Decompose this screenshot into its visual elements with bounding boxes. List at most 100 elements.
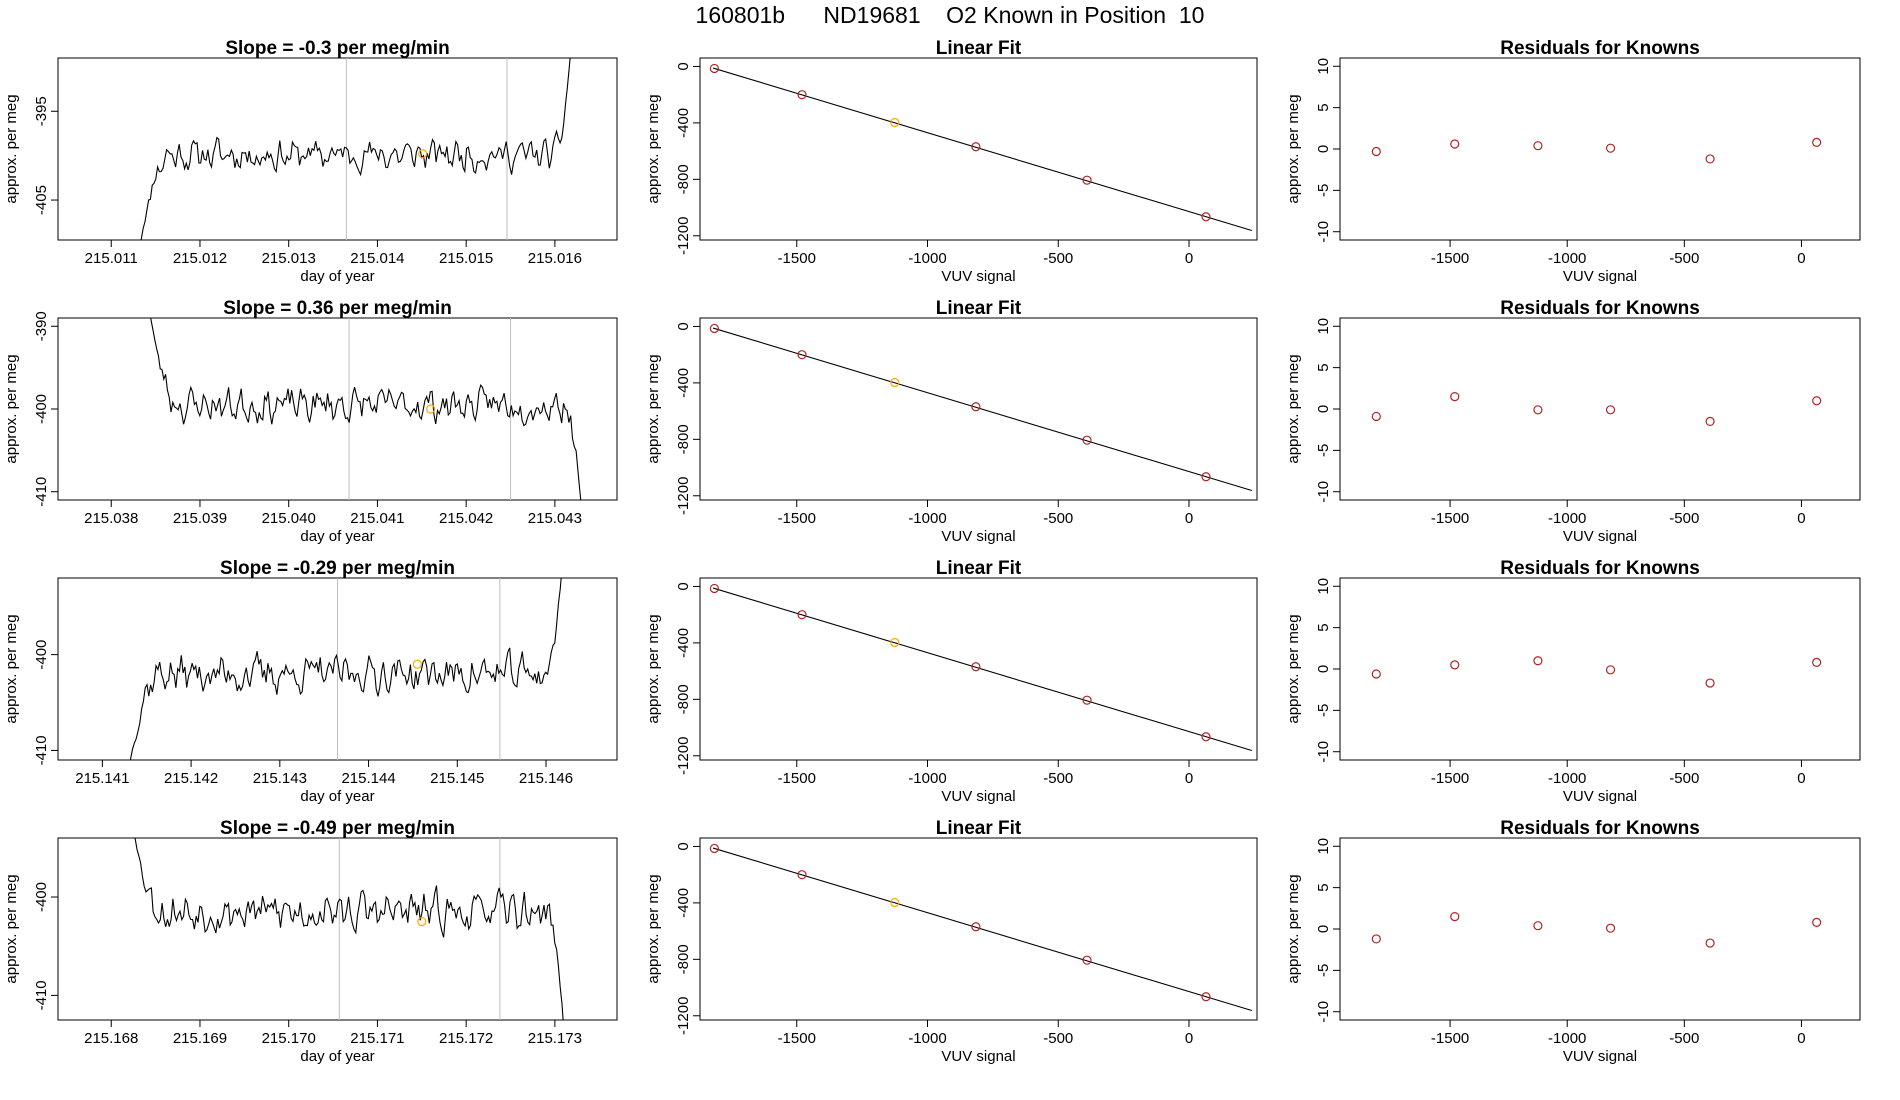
x-tick-label: 215.146 [519,770,573,787]
y-tick-label: -1200 [675,217,692,255]
data-series-line [134,838,564,1020]
panel-title: Slope = -0.29 per meg/min [220,558,455,579]
panel-title: Linear Fit [936,38,1022,59]
y-tick-label: -10 [1315,1001,1332,1023]
y-tick-label: 0 [675,62,692,70]
x-axis: -1500 -1000 -500 0 [1431,1020,1806,1047]
x-tick-label: -500 [1043,510,1073,527]
highlight-point [426,404,436,414]
data-point [1812,657,1822,667]
plot-area [134,838,564,1020]
plot-area [1371,656,1822,688]
x-tick-label: -1000 [908,770,946,787]
x-tick-label: -1000 [908,1030,946,1047]
x-tick-label: 215.012 [173,250,227,267]
plot-area [709,583,1252,752]
data-point [1450,139,1460,149]
data-point [709,583,719,594]
highlight-point [890,117,900,128]
x-axis-label: day of year [300,268,374,285]
x-tick-label: -1500 [1431,1030,1469,1047]
y-tick-label: -400 [33,640,50,670]
y-tick-label: -5 [1315,964,1332,977]
y-axis: -395 -405 [33,96,58,215]
panel-3-2: Linear Fit -1500 -1000 -500 0 VUV signal 0 -400… [645,558,1258,805]
x-tick-label: 215.041 [350,510,404,527]
fit-line [712,847,1252,1012]
y-tick-label: -400 [33,882,50,912]
y-axis-label: approx. per meg [1285,94,1302,203]
plot-frame [1339,57,1861,241]
plot-area [150,318,582,500]
x-axis: -1500 -1000 -500 0 [1431,760,1806,787]
highlight-point [890,897,900,908]
y-tick-label: -1200 [675,997,692,1035]
y-tick-label: -10 [1315,221,1332,243]
x-tick-label: -500 [1669,510,1699,527]
x-tick-label: -1000 [1548,1030,1586,1047]
data-point [709,843,719,854]
x-tick-label: 215.011 [85,250,138,267]
y-tick-label: 10 [1315,578,1332,595]
y-tick-label: 0 [675,322,692,330]
data-point [1450,911,1460,922]
y-tick-label: -390 [33,311,50,341]
panel-4-3: Residuals for Knowns -1500 -1000 -500 0 VUV s… [1285,818,1861,1065]
y-axis-label: approx. per meg [645,614,662,723]
x-axis: 215.011 215.012 215.013 215.014 215.015 215.0… [85,240,582,267]
x-axis: -1500 -1000 -500 0 [778,240,1193,267]
y-tick-label: -800 [675,684,692,714]
data-point [1605,143,1616,153]
x-tick-label: -1500 [778,1030,816,1047]
y-axis: 0 -400 -800 -1200 [675,322,700,515]
data-series-line [150,318,582,500]
y-axis-label: approx. per meg [645,94,662,203]
x-tick-label: -500 [1043,770,1073,787]
data-point [1533,141,1543,151]
x-tick-label: -500 [1669,770,1699,787]
data-point [1201,732,1211,742]
x-tick-label: -1000 [908,510,946,527]
y-axis-label: approx. per meg [3,94,20,203]
x-tick-label: 0 [1185,770,1193,787]
data-point [797,350,807,360]
plot-frame [57,317,618,501]
x-axis: 215.141 215.142 215.143 215.144 215.145 215.1… [75,760,573,787]
y-axis-label: approx. per meg [3,354,20,463]
x-tick-label: 215.143 [253,770,307,787]
y-axis: -390 -400 -410 [33,311,58,507]
plot-area [129,578,562,760]
panel-title: Residuals for Knowns [1500,38,1700,59]
x-axis-label: VUV signal [1563,528,1637,545]
data-point [1812,137,1822,147]
y-tick-label: -400 [675,888,692,918]
highlight-point [412,659,422,669]
x-tick-label: -1000 [1548,510,1586,527]
data-point [971,922,981,932]
panel-1-3: Residuals for Knowns -1500 -1000 -500 0 VUV s… [1285,38,1861,285]
data-point [1082,175,1092,185]
data-point [1705,154,1715,164]
data-point [709,63,719,74]
y-tick-label: 5 [1315,623,1332,631]
x-axis-label: VUV signal [941,1048,1015,1065]
x-tick-label: -500 [1043,250,1073,267]
x-tick-label: 0 [1797,770,1805,787]
y-axis: 10 5 0 -5 -10 [1315,58,1340,243]
x-tick-label: 0 [1185,1030,1193,1047]
y-tick-label: -800 [675,164,692,194]
y-tick-label: 10 [1315,58,1332,75]
y-tick-label: 10 [1315,318,1332,335]
y-tick-label: 0 [1315,925,1332,933]
plot-area [709,323,1252,492]
panel-2-2: Linear Fit -1500 -1000 -500 0 VUV signal 0 -400… [645,298,1258,545]
y-tick-label: 0 [675,842,692,850]
y-axis-label: approx. per meg [3,874,20,983]
y-axis: 10 5 0 -5 -10 [1315,578,1340,763]
y-tick-label: -1200 [675,477,692,515]
x-tick-label: 0 [1797,250,1805,267]
data-point [1705,416,1715,427]
data-series-line [129,578,562,760]
x-tick-label: 215.171 [350,1030,404,1047]
x-tick-label: 215.040 [262,510,316,527]
